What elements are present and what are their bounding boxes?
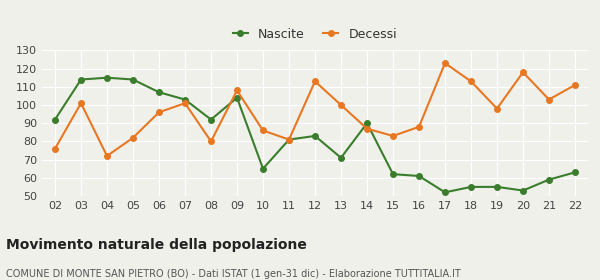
Nascite [259,167,266,170]
Text: COMUNE DI MONTE SAN PIETRO (BO) - Dati ISTAT (1 gen-31 dic) - Elaborazione TUTTI: COMUNE DI MONTE SAN PIETRO (BO) - Dati I… [6,269,461,279]
Decessi [77,102,85,105]
Decessi [520,71,527,74]
Decessi [52,147,59,150]
Decessi [233,89,241,92]
Nascite [415,174,422,178]
Nascite [571,171,578,174]
Nascite [364,122,371,125]
Decessi [571,83,578,87]
Decessi [467,80,475,83]
Text: Movimento naturale della popolazione: Movimento naturale della popolazione [6,238,307,252]
Nascite [493,185,500,189]
Decessi [208,140,215,143]
Decessi [415,125,422,129]
Decessi [337,103,344,107]
Nascite [77,78,85,81]
Nascite [52,118,59,121]
Nascite [208,118,215,121]
Nascite [103,76,110,80]
Line: Nascite: Nascite [52,75,578,195]
Nascite [389,172,397,176]
Decessi [493,107,500,110]
Decessi [259,129,266,132]
Nascite [311,134,319,138]
Decessi [181,102,188,105]
Legend: Nascite, Decessi: Nascite, Decessi [233,28,397,41]
Nascite [286,138,293,141]
Nascite [467,185,475,189]
Line: Decessi: Decessi [52,60,578,159]
Nascite [520,189,527,192]
Decessi [311,80,319,83]
Nascite [442,191,449,194]
Decessi [130,136,137,139]
Nascite [155,91,163,94]
Decessi [545,98,553,101]
Decessi [155,111,163,114]
Decessi [442,61,449,65]
Nascite [233,96,241,99]
Nascite [337,156,344,160]
Nascite [545,178,553,181]
Decessi [364,127,371,130]
Decessi [103,154,110,158]
Decessi [389,134,397,138]
Nascite [130,78,137,81]
Nascite [181,98,188,101]
Decessi [286,138,293,141]
